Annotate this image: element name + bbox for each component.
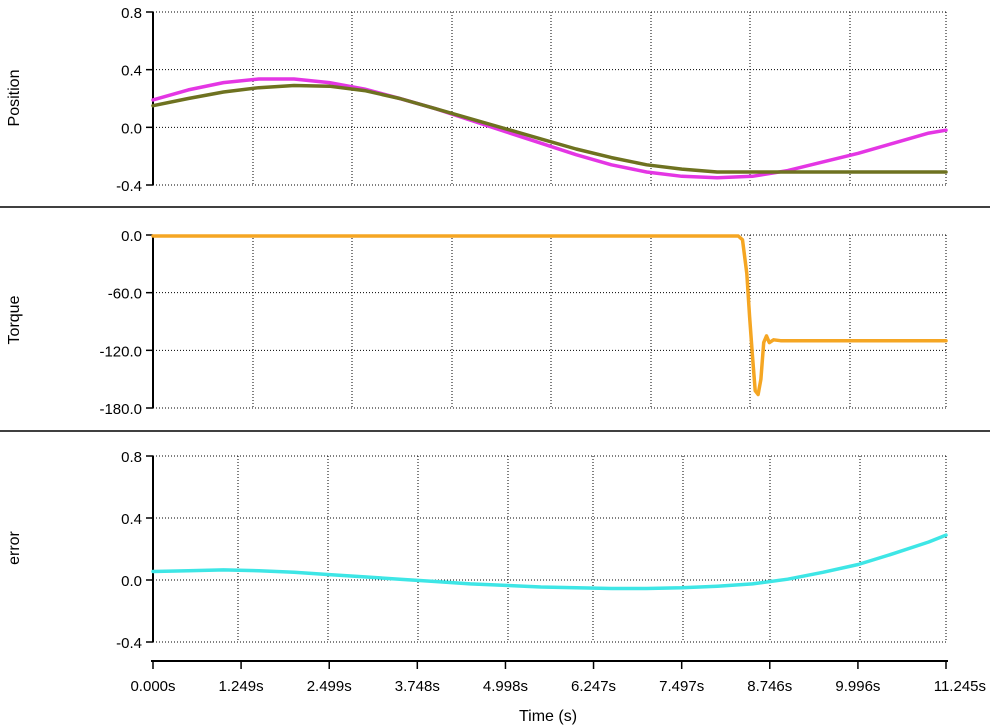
x-tick-label: 2.499s (307, 678, 352, 695)
y-tick-label: -180.0 (99, 401, 142, 418)
error-panel: 0.8 0.4 0.0 -0.4 error (6, 449, 948, 652)
series-line (151, 77, 948, 180)
x-tick-label: 6.247s (571, 678, 616, 695)
y-tick-label: 0.0 (121, 573, 142, 590)
y-tick-label: 0.0 (121, 120, 142, 137)
y-tick-label: -60.0 (108, 286, 142, 303)
y-tick-label: 0.8 (121, 449, 142, 466)
time-axis: 0.000s 1.249s 2.499s 3.748s 4.998s 6.247s 7.49… (130, 660, 986, 695)
x-tick-label: 9.996s (835, 678, 880, 695)
series-line (151, 83, 948, 174)
y-tick-label: -0.4 (116, 635, 142, 652)
y-axis-label: Position (6, 70, 23, 127)
y-tick-label: 0.4 (121, 63, 142, 80)
x-tick-label: 11.245s (934, 678, 986, 695)
x-tick-label: 3.748s (395, 678, 440, 695)
y-tick-label: 0.4 (121, 511, 142, 528)
y-tick-label: -0.4 (116, 178, 142, 195)
series-line (151, 533, 948, 591)
y-tick-label: 0.8 (121, 5, 142, 22)
x-tick-label: 1.249s (219, 678, 264, 695)
x-axis-label: Time (s) (519, 708, 577, 725)
y-axis-label: Torque (6, 295, 23, 344)
x-tick-label: 8.746s (747, 678, 792, 695)
x-tick-label: 7.497s (659, 678, 704, 695)
y-tick-label: -120.0 (99, 343, 142, 360)
series-line (151, 234, 948, 397)
torque-panel: 0.0 -60.0 -120.0 -180.0 Torque (6, 228, 948, 418)
y-axis-label: error (6, 530, 23, 564)
y-tick-label: 0.0 (121, 228, 142, 245)
position-panel: 0.8 0.4 0.0 -0.4 Position (6, 5, 948, 195)
x-tick-label: 4.998s (483, 678, 528, 695)
x-tick-label: 0.000s (130, 678, 175, 695)
